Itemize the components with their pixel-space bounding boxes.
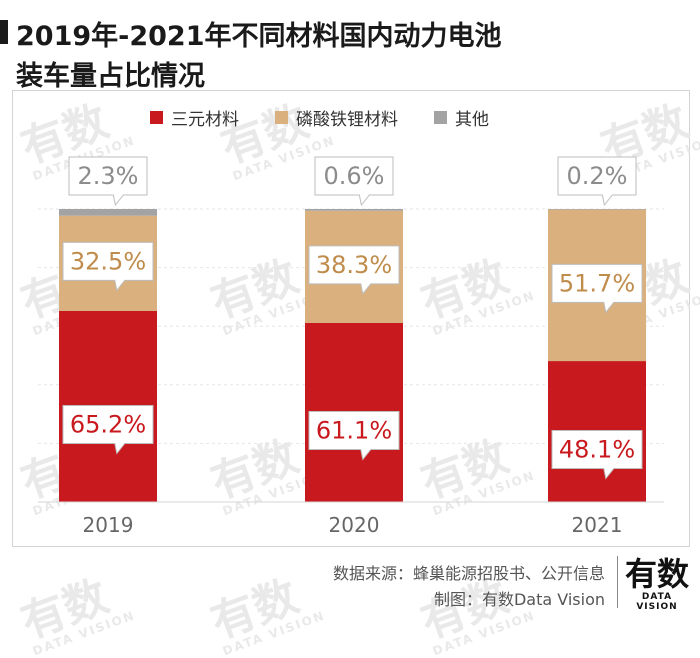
logo-main-text: 有数 — [624, 555, 689, 593]
legend-item-ternary: 三元材料 — [150, 105, 239, 130]
brand-logo: 有数 DATA VISION — [622, 556, 692, 612]
legend-swatch-lfp — [275, 110, 288, 124]
bar-segment — [305, 209, 403, 211]
title-marker — [0, 20, 8, 44]
x-tick-label: 2021 — [572, 513, 623, 537]
legend-label-other: 其他 — [455, 109, 489, 130]
x-tick-label: 2019 — [83, 513, 134, 537]
data-label-bubble — [62, 404, 154, 455]
data-label-bubble — [551, 430, 643, 480]
data-label-bubble — [308, 410, 400, 461]
data-label: 0.6% — [324, 162, 385, 190]
x-tick-label: 2020 — [329, 513, 380, 537]
bar-segment — [59, 209, 157, 216]
logo-sub-text: DATA VISION — [636, 592, 678, 612]
data-label: 38.3% — [316, 251, 392, 279]
chart-legend: 三元材料 磷酸铁锂材料 其他 — [150, 104, 489, 130]
data-label: 0.2% — [567, 162, 628, 190]
legend-swatch-other — [434, 110, 447, 124]
chart-title-line-2: 装车量占比情况 — [16, 61, 205, 92]
legend-swatch-ternary — [150, 110, 163, 124]
data-label-bubble — [557, 156, 637, 207]
legend-item-other: 其他 — [434, 105, 489, 130]
legend-item-lfp: 磷酸铁锂材料 — [275, 105, 398, 130]
bar-segment — [548, 209, 646, 210]
data-label-bubble — [68, 156, 148, 207]
legend-label-ternary: 三元材料 — [171, 109, 239, 130]
footer-credit: 制图：有数Data Vision — [433, 590, 605, 609]
data-label: 2.3% — [78, 162, 139, 190]
legend-label-lfp: 磷酸铁锂材料 — [296, 109, 398, 130]
data-label: 32.5% — [70, 247, 146, 275]
data-label-bubble — [308, 245, 400, 296]
footer-source: 数据来源：蜂巢能源招股书、公开信息 — [332, 564, 605, 583]
data-label: 65.2% — [70, 410, 146, 438]
data-label-bubble — [551, 263, 643, 314]
data-label: 51.7% — [559, 269, 635, 297]
stacked-bar-chart: 65.2% 32.5% 2.3% 2019 61.1% 38.3% 0.6% 2020 48.1… — [38, 156, 664, 537]
data-label: 61.1% — [316, 416, 392, 444]
data-label-bubble — [314, 156, 394, 207]
data-label: 48.1% — [559, 436, 635, 464]
chart-title-line-1: 2019年-2021年不同材料国内动力电池 — [16, 21, 502, 52]
data-label-bubble — [62, 241, 154, 292]
logo-divider — [617, 556, 618, 608]
